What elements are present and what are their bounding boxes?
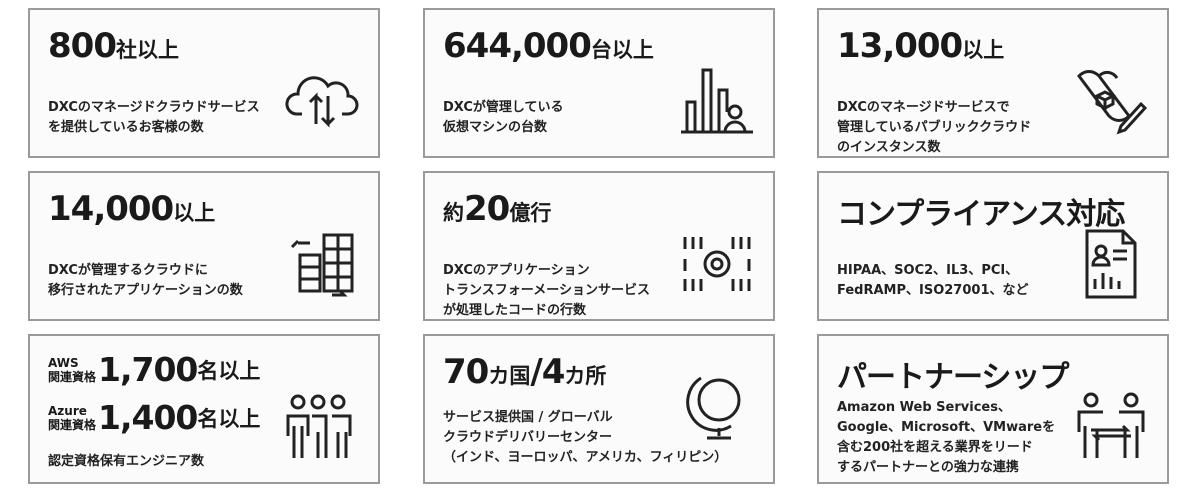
stat-value: 70カ国/4カ所	[443, 352, 607, 392]
card-title: パートナーシップ	[837, 360, 1069, 395]
stat-card-certifications: AWS 関連資格 1,700 名以上 Azure 関連資格 1,400 名以上 認定資格…	[28, 334, 380, 484]
stat-description: Amazon Web Services、 Google、Microsoft、VM…	[837, 400, 1056, 475]
stat-description: サービス提供国 / グローバル クラウドデリバリーセンター （インド、ヨーロッパ…	[443, 410, 728, 465]
stat-card-code-lines: 約20億行 DXCのアプリケーション トランスフォーメーションサービス が処理し…	[423, 171, 775, 321]
aws-cert-row: AWS 関連資格 1,700 名以上	[48, 350, 261, 389]
document-profile-icon	[1073, 229, 1149, 299]
server-migration-icon	[284, 229, 360, 299]
stat-description: 認定資格保有エンジニア数	[48, 454, 205, 469]
binary-gear-icon	[679, 229, 755, 299]
stat-value: 644,000台以上	[443, 26, 654, 66]
stat-value: 約20億行	[443, 189, 552, 229]
stat-value: 13,000以上	[837, 26, 1005, 66]
cloud-upload-download-icon	[284, 66, 360, 136]
bar-chart-person-icon	[679, 66, 755, 136]
stat-description: DXCが管理するクラウドに 移行されたアプリケーションの数	[48, 263, 243, 298]
partnership-icon	[1073, 392, 1149, 462]
stat-value: 800社以上	[48, 26, 179, 66]
card-title: コンプライアンス対応	[837, 197, 1125, 232]
stat-description: DXCのアプリケーション トランスフォーメーションサービス が処理したコードの行…	[443, 263, 650, 318]
stat-description: DXCのマネージドクラウドサービス を提供しているお客様の数	[48, 100, 260, 135]
stat-card-migrated-apps: 14,000以上 DXCが管理するクラウドに 移行されたアプリケーションの数	[28, 171, 380, 321]
people-group-icon	[284, 392, 360, 462]
stat-card-instances: 13,000以上 DXCのマネージドサービスで 管理しているパブリッククラウド …	[817, 8, 1169, 158]
stat-card-partnership: パートナーシップ Amazon Web Services、 Google、Mic…	[817, 334, 1169, 484]
stat-description: HIPAA、SOC2、IL3、PCI、 FedRAMP、ISO27001、など	[837, 263, 1029, 298]
stat-description: DXCが管理している 仮想マシンの台数	[443, 100, 564, 135]
stat-value: 14,000以上	[48, 189, 216, 229]
stat-description: DXCのマネージドサービスで 管理しているパブリッククラウド のインスタンス数	[837, 100, 1032, 155]
stat-card-compliance: コンプライアンス対応 HIPAA、SOC2、IL3、PCI、 FedRAMP、I…	[817, 171, 1169, 321]
stat-card-countries: 70カ国/4カ所 サービス提供国 / グローバル クラウドデリバリーセンター （…	[423, 334, 775, 484]
azure-cert-row: Azure 関連資格 1,400 名以上	[48, 398, 261, 437]
stat-card-vms: 644,000台以上 DXCが管理している 仮想マシンの台数	[423, 8, 775, 158]
stat-card-customers: 800社以上 DXCのマネージドクラウドサービス を提供しているお客様の数	[28, 8, 380, 158]
blueprint-pencil-icon	[1073, 66, 1149, 136]
globe-icon	[679, 372, 755, 442]
